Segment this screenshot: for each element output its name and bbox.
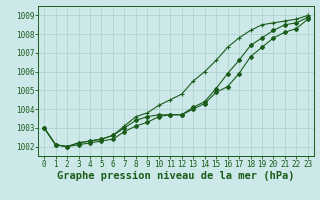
X-axis label: Graphe pression niveau de la mer (hPa): Graphe pression niveau de la mer (hPa) — [57, 171, 295, 181]
